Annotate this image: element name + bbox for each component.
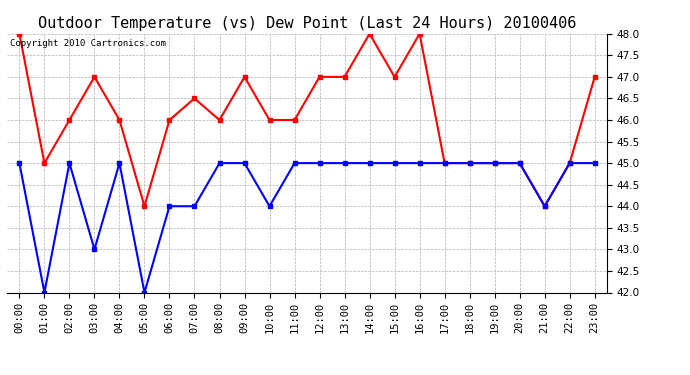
Text: Copyright 2010 Cartronics.com: Copyright 2010 Cartronics.com <box>10 39 166 48</box>
Title: Outdoor Temperature (vs) Dew Point (Last 24 Hours) 20100406: Outdoor Temperature (vs) Dew Point (Last… <box>38 16 576 31</box>
